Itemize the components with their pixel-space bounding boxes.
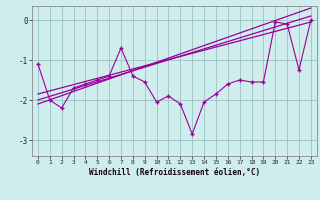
X-axis label: Windchill (Refroidissement éolien,°C): Windchill (Refroidissement éolien,°C) xyxy=(89,168,260,177)
